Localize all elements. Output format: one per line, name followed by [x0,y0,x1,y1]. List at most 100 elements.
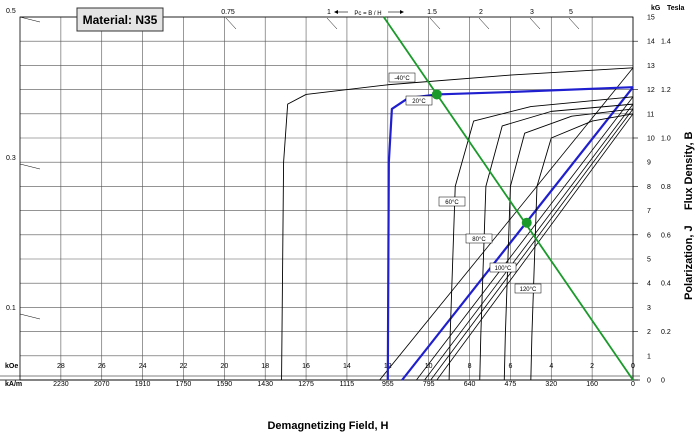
y-tick-kg: 2 [647,329,651,336]
y-tick-kg: 7 [647,208,651,215]
pc-arrowhead-right [400,10,404,14]
title-box [76,7,164,32]
b-curve [379,67,634,381]
pc-tick-mark [19,313,41,320]
x-tick-kam: 1430 [257,381,273,388]
pc-tick-mark [429,17,441,30]
y-tick-tesla: 1.4 [661,39,671,46]
x-tick-koe: 8 [468,363,472,370]
temperature-label-box [405,95,433,106]
y-tick-kg: 1 [647,353,651,360]
x-tick-koe: 20 [220,363,228,370]
j-curve [479,103,634,381]
x-tick-kam: 1590 [217,381,233,388]
operating-point [521,217,532,228]
y-unit-kg: kG [651,5,661,12]
y-tick-tesla: 0.2 [661,329,671,336]
y-tick-tesla: 0 [661,378,665,385]
chart-title: Material: N35 [83,13,158,27]
x-tick-kam: 2230 [53,381,69,388]
grid [20,16,634,381]
x-tick-koe: 14 [343,363,351,370]
y-tick-kg: 8 [647,184,651,191]
x-tick-koe: 10 [425,363,433,370]
y-tick-kg: 10 [647,136,655,143]
x-tick-kam: 1115 [340,381,355,388]
x-tick-kam: 1910 [135,381,151,388]
y-tick-kg: 13 [647,63,655,70]
x-tick-koe: 4 [549,363,553,370]
temperature-label-box [388,72,416,83]
permeance-coefficient-label: Pc = B / H [354,11,381,17]
temperature-label-box [489,262,517,273]
pc-tick-mark [19,16,41,23]
pc-tick-top: 3 [530,9,534,16]
temperature-label: 100°C [495,266,512,272]
operating-point [431,89,442,100]
x-tick-koe: 16 [302,363,310,370]
y-tick-tesla: 1.0 [661,136,671,143]
j-curve [530,113,634,381]
pc-tick-mark [568,17,580,30]
x-tick-kam: 640 [464,381,476,388]
x-tick-koe: 6 [508,363,512,370]
temperature-label: 20°C [412,99,426,105]
temperature-label: 120°C [520,287,537,293]
pc-tick-mark [529,17,541,30]
temperature-label-box [514,283,542,294]
x-tick-koe: 28 [57,363,65,370]
labels: -40°C 20°C 60°C 80°C 100°C 120°C [334,10,542,294]
curves [281,16,634,381]
pc-tick-top: 1 [327,9,331,16]
b-curve [416,96,634,381]
x-tick-koe: 24 [139,363,147,370]
y-tick-kg: 6 [647,232,651,239]
temperature-label-box [438,196,466,207]
pc-tick-left: 0.5 [6,8,16,15]
y-tick-tesla: 1.2 [661,87,671,94]
pc-tick-mark [326,17,338,30]
y-tick-tesla: 0.6 [661,232,671,239]
y-tick-kg: 15 [647,15,655,22]
x-unit-koe: kOe [5,363,18,370]
x-tick-koe: 26 [98,363,106,370]
y-axis-title: Polarization, J Flux Density, B [683,131,695,300]
x-tick-kam: 795 [423,381,435,388]
pc-tick-mark [19,163,41,170]
x-tick-koe: 22 [180,363,188,370]
pc-tick-mark [478,17,490,30]
j-curve [448,96,634,381]
temperature-label-box [465,233,493,244]
y-tick-kg: 4 [647,281,651,288]
pc-tick-top: 1.5 [427,9,437,16]
pc-tick-left: 0.1 [6,305,16,312]
axes: 2822302620702419102217502015901814301612… [0,8,671,388]
x-axis-title: Demagnetizing Field, H [267,420,388,432]
pc-tick-top: 2 [479,9,483,16]
x-tick-koe: 2 [590,363,594,370]
y-tick-kg: 3 [647,305,651,312]
y-tick-tesla: 0.8 [661,184,671,191]
y-tick-kg: 12 [647,87,655,94]
pc-arrowhead-left [334,10,338,14]
x-tick-kam: 1275 [298,381,314,388]
b-curve [401,86,634,381]
load-line [382,16,634,381]
plot-frame [19,16,634,381]
y-tick-kg: 0 [647,378,651,385]
pc-tick-top: 0.75 [221,9,235,16]
temperature-label: 60°C [445,200,459,206]
j-curve [503,108,634,381]
b-curve [430,108,634,381]
x-tick-kam: 0 [631,381,635,388]
x-tick-kam: 320 [545,381,557,388]
y-tick-kg: 9 [647,160,651,167]
temperature-label: -40°C [394,76,410,82]
x-tick-kam: 475 [505,381,517,388]
temperature-label: 80°C [472,237,486,243]
x-unit-kam: kA/m [5,381,22,388]
j-curve [281,67,634,381]
pc-tick-mark [225,17,237,30]
x-tick-kam: 2070 [94,381,110,388]
